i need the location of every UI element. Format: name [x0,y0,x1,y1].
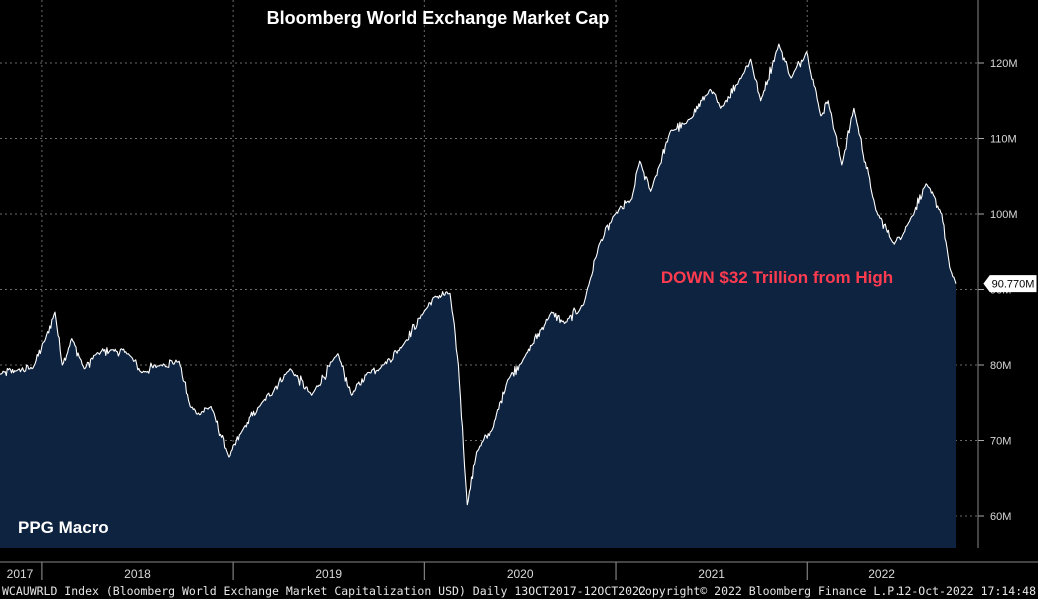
x-tick-label: 2022 [868,567,895,581]
chart-annotation: DOWN $32 Trillion from High [661,268,893,287]
y-tick-label: 70M [990,436,1011,448]
x-axis-ticks: 2017 2018 2019 2020 2021 2022 [7,562,895,581]
last-value-label: 90.770M [992,279,1035,291]
y-tick-label: 80M [990,360,1011,372]
footer-copyright: Copyright© 2022 Bloomberg Finance L.P. [638,584,901,598]
footer-index-description: WCAUWRLD Index (Bloomberg World Exchange… [2,584,646,598]
y-tick-label: 110M [990,134,1017,146]
chart-title: Bloomberg World Exchange Market Cap [267,8,610,28]
y-tick-label: 100M [990,209,1018,221]
last-value-box [983,275,1037,293]
watermark-label: PPG Macro [18,518,109,537]
series-area [0,43,957,548]
x-tick-label: 2018 [124,567,151,581]
x-tick-label: 2019 [315,567,342,581]
area-fill [0,44,956,548]
last-value-marker: 90.770M [983,275,1037,293]
y-tick-label: 120M [990,58,1018,70]
footer-timestamp: 12-Oct-2022 17:14:48 [898,584,1037,598]
series-line [0,43,957,506]
x-tick-label: 2021 [698,567,725,581]
x-tick-label: 2020 [507,567,534,581]
x-tick-label: 2017 [7,567,34,581]
y-tick-label: 60M [990,511,1011,523]
